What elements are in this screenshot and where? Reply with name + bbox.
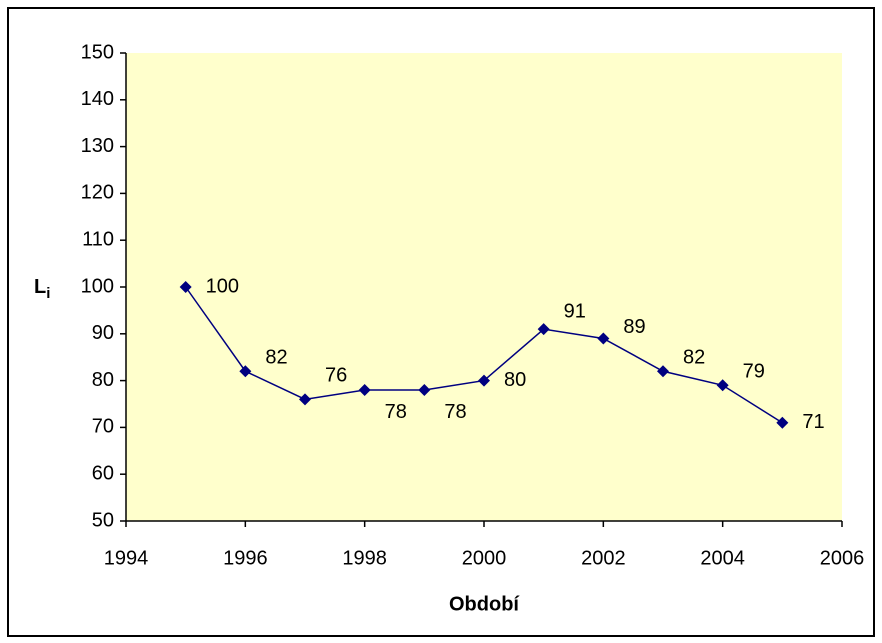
y-axis-label-main: L	[34, 276, 46, 298]
x-tick-label: 1998	[342, 547, 387, 569]
y-tick-label: 130	[81, 135, 114, 157]
data-point	[418, 383, 431, 396]
y-tick-label: 110	[82, 228, 114, 250]
y-tick-label: 140	[81, 88, 114, 110]
data-point	[179, 281, 192, 293]
data-label: 100	[206, 275, 239, 297]
y-axis-label: Li	[34, 276, 50, 302]
data-point	[776, 416, 789, 429]
y-tick-label: 80	[92, 369, 114, 391]
data-point	[537, 323, 550, 336]
y-tick-label: 70	[92, 416, 114, 438]
y-tick-label: 60	[92, 462, 114, 484]
data-label: 91	[564, 300, 586, 322]
data-label: 78	[385, 401, 407, 423]
x-tick-label: 1996	[223, 547, 268, 569]
y-tick-label: 150	[81, 41, 114, 63]
data-label: 80	[504, 369, 526, 391]
x-tick-label: 1994	[104, 547, 149, 569]
x-tick-label: 2000	[462, 547, 507, 569]
y-tick-label: 90	[92, 322, 114, 344]
data-point	[478, 374, 490, 387]
data-point	[299, 393, 311, 406]
data-label: 79	[743, 361, 765, 383]
data-point	[358, 383, 371, 396]
x-tick-label: 2002	[581, 547, 626, 569]
data-point	[657, 365, 669, 378]
y-tick-label: 100	[81, 275, 114, 297]
x-tick-label: 2004	[700, 547, 745, 569]
data-point	[239, 365, 252, 378]
y-tick-label: 120	[81, 182, 114, 204]
data-label: 89	[623, 316, 645, 338]
x-axis-label: Období	[449, 593, 520, 615]
plot-area	[126, 53, 842, 521]
y-axis-label-subscript: i	[46, 285, 50, 302]
x-tick-label: 2006	[820, 547, 865, 569]
data-point	[716, 379, 729, 392]
data-label: 82	[265, 347, 287, 369]
data-label: 78	[444, 401, 466, 423]
y-tick-label: 50	[92, 509, 114, 531]
data-label: 76	[325, 365, 347, 387]
data-label: 71	[802, 411, 824, 433]
data-point	[597, 332, 610, 345]
data-label: 82	[683, 347, 705, 369]
